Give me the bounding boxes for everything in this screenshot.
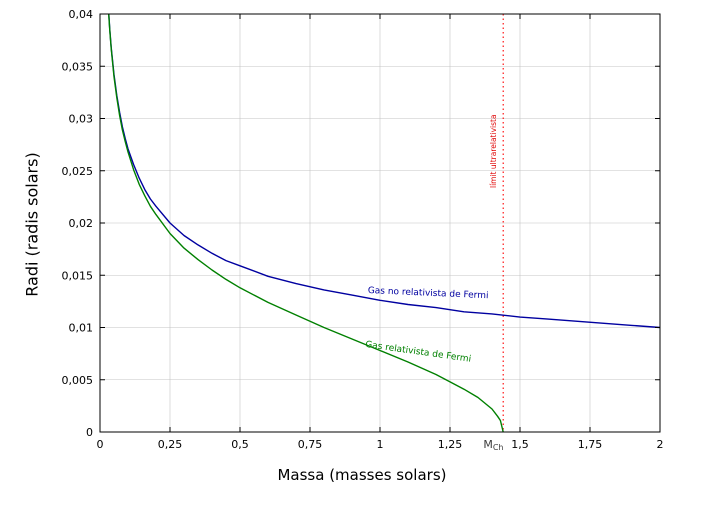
x-tick-label: 0 bbox=[97, 438, 104, 451]
x-axis-title: Massa (masses solars) bbox=[277, 466, 447, 484]
y-tick-label: 0 bbox=[86, 426, 93, 439]
y-tick-label: 0,04 bbox=[69, 8, 94, 21]
y-tick-label: 0,035 bbox=[62, 60, 94, 73]
x-tick-label: 1,75 bbox=[578, 438, 603, 451]
ultrarelativistic-limit-label: límit ultrarelativista bbox=[489, 114, 498, 188]
x-tick-label: 1,25 bbox=[438, 438, 463, 451]
x-tick-label: 0,5 bbox=[231, 438, 249, 451]
x-tick-label: 1 bbox=[377, 438, 384, 451]
chandrasekhar-mass-axis-label: MCh bbox=[483, 438, 503, 452]
y-tick-label: 0,01 bbox=[69, 322, 94, 335]
x-tick-label: 0,75 bbox=[298, 438, 323, 451]
y-tick-label: 0,025 bbox=[62, 165, 94, 178]
x-tick-label: 0,25 bbox=[158, 438, 183, 451]
relativistic-fermi-gas-curve bbox=[107, 14, 504, 432]
y-axis-title: Radi (radis solars) bbox=[22, 152, 42, 297]
x-tick-label: 1,5 bbox=[511, 438, 529, 451]
y-tick-label: 0,005 bbox=[62, 374, 94, 387]
y-tick-label: 0,015 bbox=[62, 269, 94, 282]
y-tick-label: 0,02 bbox=[69, 217, 94, 230]
x-tick-label: 2 bbox=[657, 438, 664, 451]
y-tick-label: 0,03 bbox=[69, 113, 94, 126]
